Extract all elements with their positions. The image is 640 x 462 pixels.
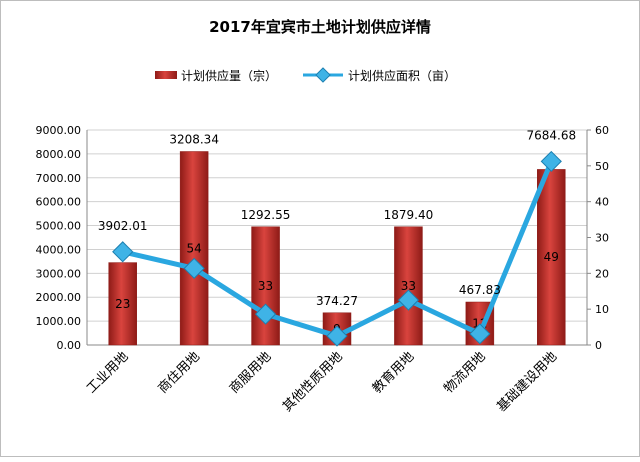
left-tick-label: 3000.00	[36, 267, 82, 280]
left-tick-label: 1000.00	[36, 315, 82, 328]
legend-marker-icon	[315, 67, 331, 83]
line-data-label: 1292.55	[241, 208, 291, 222]
bar	[394, 226, 423, 346]
bar	[108, 262, 137, 346]
legend-bar-swatch	[155, 71, 177, 79]
line-point	[112, 241, 134, 263]
bar-series: 2354339331249	[108, 151, 566, 346]
line-data-label: 3902.01	[98, 219, 148, 233]
left-tick-label: 5000.00	[36, 220, 82, 233]
line-data-label: 374.27	[316, 294, 358, 308]
right-axis: 0 10 20 30 40 50 60	[586, 124, 609, 352]
left-tick-label: 4000.00	[36, 243, 82, 256]
left-tick-label: 6000.00	[36, 196, 82, 209]
left-tick-label: 9000.00	[36, 124, 82, 137]
line-data-label: 1879.40	[384, 208, 434, 222]
right-tick-label: 10	[595, 303, 609, 316]
right-tick-label: 20	[595, 267, 609, 280]
line-data-label: 7684.68	[526, 128, 576, 142]
right-tick-label: 0	[595, 339, 602, 352]
line-point	[254, 303, 277, 325]
line-data-label: 3208.34	[169, 133, 219, 147]
legend-bar-label: 计划供应量（宗）	[181, 68, 277, 83]
legend: 计划供应量（宗） 计划供应面积（亩）	[155, 67, 456, 83]
bar	[251, 226, 280, 346]
bar-data-label: 49	[544, 250, 559, 264]
line-point	[540, 150, 562, 173]
line-point	[183, 257, 205, 279]
line-point	[469, 323, 491, 345]
right-tick-label: 60	[595, 124, 609, 137]
right-tick-label: 30	[595, 232, 609, 245]
left-tick-label: 7000.00	[36, 172, 82, 185]
left-axis: 0.00 1000.00 2000.00 3000.00 4000.00 5000.00 6…	[36, 124, 88, 352]
left-tick-label: 0.00	[57, 339, 82, 352]
bar	[537, 169, 566, 346]
bar-data-label: 54	[187, 241, 202, 255]
line-point	[326, 325, 348, 347]
right-tick-label: 50	[595, 160, 609, 173]
bar-data-label: 33	[258, 279, 273, 293]
left-tick-label: 2000.00	[36, 291, 82, 304]
left-tick-label: 8000.00	[36, 148, 82, 161]
line-point	[397, 289, 420, 311]
chart-title: 2017年宜宾市土地计划供应详情	[209, 18, 431, 36]
bar-data-label: 23	[115, 297, 130, 311]
line-data-label: 467.83	[459, 283, 501, 297]
legend-line-label: 计划供应面积（亩）	[348, 68, 456, 83]
right-tick-label: 40	[595, 196, 609, 209]
bar-data-label: 33	[401, 279, 416, 293]
bar	[179, 151, 209, 346]
line-series: 3902.01 3208.34 1292.55 374.27 1879.40 467.83…	[98, 128, 576, 347]
